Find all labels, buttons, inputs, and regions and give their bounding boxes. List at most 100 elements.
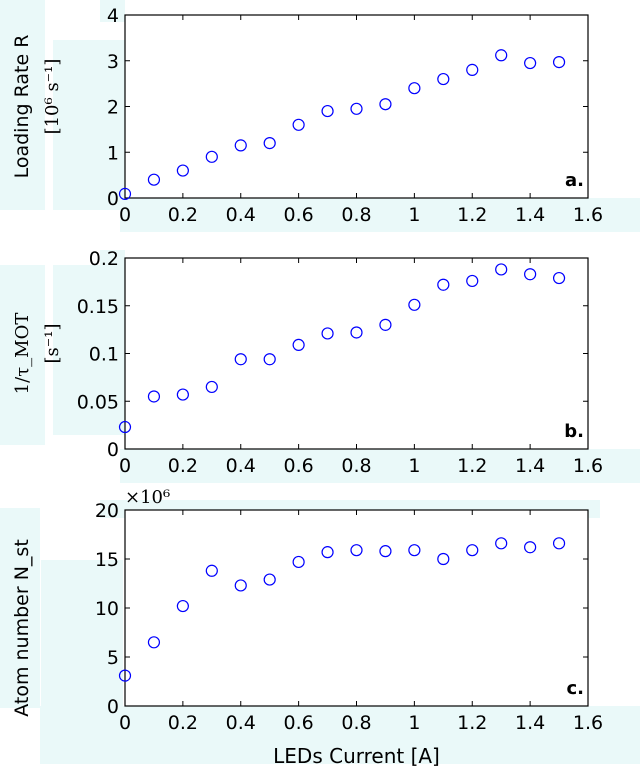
data-point bbox=[118, 669, 132, 682]
data-point bbox=[495, 537, 508, 550]
x-tick-label: 0 bbox=[119, 204, 131, 226]
axis-ticks: 0 0.2 0.4 0.6 0.8 1 1.2 1.4 1.6 0 5 10 15 20 bbox=[95, 500, 603, 734]
data-point bbox=[205, 564, 218, 577]
y-tick-label: 15 bbox=[95, 549, 119, 571]
data-point bbox=[379, 545, 392, 558]
data-point bbox=[524, 56, 537, 70]
data-point bbox=[379, 318, 392, 331]
data-point bbox=[118, 420, 132, 434]
y-axis-label: Loading Rate R bbox=[11, 35, 33, 179]
y-axis-unit: [10⁶ s⁻¹] bbox=[42, 59, 63, 135]
y-tick-label: 20 bbox=[95, 500, 119, 522]
y-axis-label: Atom number N_st bbox=[11, 539, 33, 717]
data-point bbox=[292, 338, 305, 352]
x-tick-label: 1.4 bbox=[515, 712, 545, 734]
data-point bbox=[552, 56, 566, 69]
x-tick-label: 1 bbox=[408, 712, 420, 734]
data-markers bbox=[118, 537, 566, 682]
x-tick-label: 0.8 bbox=[341, 204, 371, 226]
data-point bbox=[292, 118, 305, 131]
x-tick-label: 1.4 bbox=[515, 204, 545, 226]
label-background bbox=[0, 508, 40, 708]
data-point bbox=[205, 380, 218, 394]
x-tick-label: 0.2 bbox=[168, 204, 198, 226]
panel-c: 0 0.2 0.4 0.6 0.8 1 1.2 1.4 1.6 0 5 10 15 20 c. Atom … bbox=[11, 487, 603, 768]
data-point bbox=[350, 326, 363, 339]
data-point bbox=[234, 353, 247, 366]
data-point bbox=[379, 98, 392, 111]
data-point bbox=[263, 137, 276, 150]
axis-ticks: 0 0.2 0.4 0.6 0.8 1 1.2 1.4 1.6 0 1 2 3 4 bbox=[107, 5, 603, 226]
x-tick-label: 0.4 bbox=[226, 204, 256, 226]
data-point bbox=[321, 104, 334, 118]
data-point bbox=[176, 599, 189, 613]
data-point bbox=[147, 636, 161, 649]
data-markers bbox=[118, 49, 566, 200]
data-point bbox=[466, 544, 479, 557]
data-point bbox=[524, 541, 537, 554]
x-tick-label: 1 bbox=[408, 204, 420, 226]
y-tick-label: 0 bbox=[107, 188, 119, 210]
data-point bbox=[234, 139, 247, 152]
label-background bbox=[100, 0, 125, 22]
y-tick-label: 1 bbox=[107, 142, 119, 164]
label-background bbox=[53, 40, 129, 210]
label-background bbox=[0, 265, 45, 445]
x-tick-label: 0.6 bbox=[284, 204, 314, 226]
data-point bbox=[437, 72, 450, 86]
x-tick-label: 0.8 bbox=[341, 712, 371, 734]
data-point bbox=[147, 173, 161, 186]
x-tick-label: 0.6 bbox=[284, 712, 314, 734]
x-tick-label: 1.6 bbox=[573, 455, 603, 477]
y-tick-label: 10 bbox=[95, 598, 119, 620]
data-point bbox=[466, 63, 479, 77]
data-point bbox=[350, 544, 363, 557]
y-tick-label: 0.2 bbox=[89, 248, 119, 270]
panel-b: 0 0.2 0.4 0.6 0.8 1 1.2 1.4 1.6 0 0.05 0.1 0.15 0.2 b… bbox=[12, 248, 603, 477]
panel-a: 0 0.2 0.4 0.6 0.8 1 1.2 1.4 1.6 0 1 2 3 4 a. Loading … bbox=[11, 5, 603, 226]
data-point bbox=[466, 274, 479, 288]
data-point bbox=[263, 573, 276, 586]
x-tick-label: 1.2 bbox=[457, 204, 487, 226]
y-axis-multiplier: ×10⁶ bbox=[125, 487, 170, 508]
x-tick-label: 0 bbox=[119, 455, 131, 477]
data-point bbox=[552, 537, 566, 550]
y-axis-label: 1/τ_MOT bbox=[12, 313, 33, 395]
label-background bbox=[40, 706, 640, 764]
x-tick-label: 1.6 bbox=[573, 712, 603, 734]
y-tick-label: 2 bbox=[107, 97, 119, 119]
y-tick-label: 4 bbox=[107, 5, 119, 27]
data-point bbox=[147, 390, 161, 403]
data-point bbox=[437, 552, 450, 566]
x-tick-label: 1.2 bbox=[457, 712, 487, 734]
panel-label: a. bbox=[565, 170, 584, 191]
label-background bbox=[120, 449, 640, 483]
data-point bbox=[321, 327, 334, 340]
data-point bbox=[205, 150, 218, 163]
data-point bbox=[408, 544, 421, 557]
data-point bbox=[263, 353, 276, 366]
x-tick-label: 0.8 bbox=[341, 455, 371, 477]
data-point bbox=[234, 579, 247, 592]
x-tick-label: 0.2 bbox=[168, 455, 198, 477]
y-tick-label: 0.1 bbox=[89, 344, 119, 366]
data-point bbox=[292, 555, 305, 569]
data-point bbox=[350, 102, 363, 115]
label-background bbox=[100, 250, 125, 268]
x-tick-label: 0.4 bbox=[226, 712, 256, 734]
data-point bbox=[524, 268, 537, 281]
y-tick-label: 0.15 bbox=[77, 296, 119, 318]
label-background bbox=[41, 560, 123, 710]
data-point bbox=[176, 388, 189, 401]
data-point bbox=[495, 49, 508, 62]
data-point bbox=[408, 82, 421, 95]
y-tick-label: 5 bbox=[107, 647, 119, 669]
axes-frame bbox=[124, 14, 589, 199]
y-tick-label: 0.05 bbox=[77, 391, 119, 413]
data-point bbox=[408, 298, 421, 311]
x-axis-label: LEDs Current [A] bbox=[273, 744, 440, 768]
label-background bbox=[53, 265, 129, 435]
x-tick-label: 0.4 bbox=[226, 455, 256, 477]
axis-ticks: 0 0.2 0.4 0.6 0.8 1 1.2 1.4 1.6 0 0.05 0.1 0.15 0.2 bbox=[77, 248, 603, 477]
